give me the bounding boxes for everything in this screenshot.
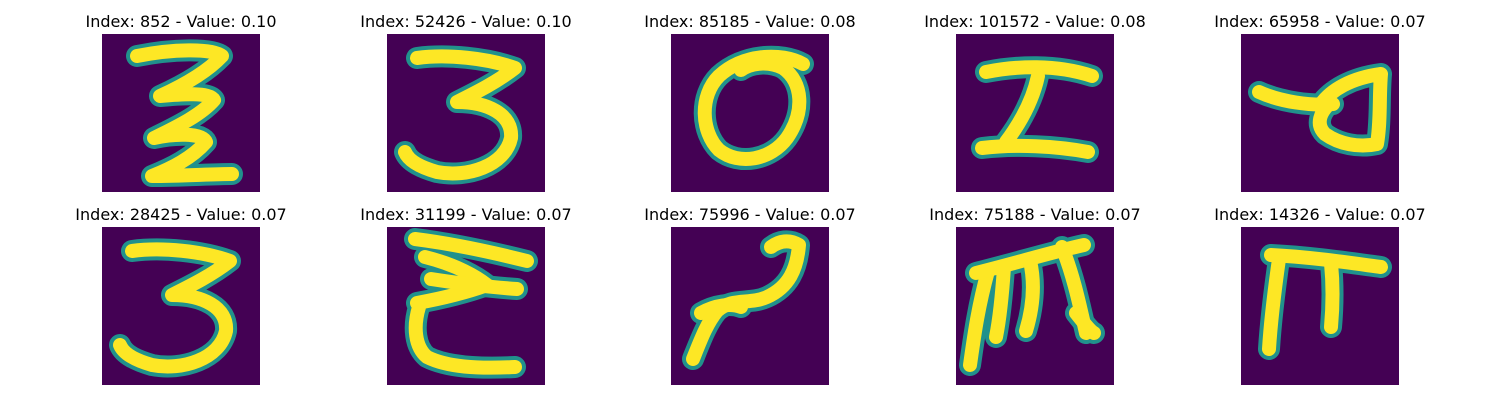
panel-title: Index: 28425 - Value: 0.07 — [75, 205, 287, 224]
glyph-stroke — [1069, 306, 1101, 340]
handwritten-glyph-image — [671, 34, 829, 192]
glyph-strokes — [109, 238, 241, 378]
image-panel: Index: 101572 - Value: 0.08 — [892, 12, 1178, 194]
glyph-stroke — [408, 232, 534, 268]
glyph-stroke — [989, 260, 1011, 344]
image-panel: Index: 65958 - Value: 0.07 — [1177, 12, 1463, 194]
glyph-strokes — [959, 234, 1105, 376]
handwritten-glyph-image — [956, 227, 1114, 385]
image-panel: Index: 85185 - Value: 0.08 — [607, 12, 893, 194]
panel-title: Index: 52426 - Value: 0.10 — [360, 12, 572, 31]
handwritten-glyph-image — [387, 227, 545, 385]
glyph-stroke — [398, 49, 522, 181]
handwritten-glyph-image — [387, 34, 545, 192]
panel-title: Index: 85185 - Value: 0.08 — [644, 12, 856, 31]
glyph-strokes — [971, 56, 1103, 163]
glyph-stroke — [113, 242, 237, 374]
glyph-strokes — [1248, 63, 1392, 157]
image-panel: Index: 852 - Value: 0.10 — [38, 12, 324, 194]
glyph-strokes — [404, 228, 538, 379]
handwritten-glyph-image — [102, 34, 260, 192]
glyph-stroke — [1019, 254, 1040, 338]
glyph-stroke — [697, 49, 810, 167]
glyph-stroke — [1324, 256, 1340, 334]
glyph-stroke — [694, 298, 748, 320]
image-panel: Index: 75188 - Value: 0.07 — [892, 205, 1178, 387]
panel-title: Index: 852 - Value: 0.10 — [85, 12, 277, 31]
panel-title: Index: 101572 - Value: 0.08 — [924, 12, 1146, 31]
glyph-stroke — [686, 234, 806, 366]
glyph-strokes — [126, 39, 243, 187]
glyph-stroke — [1262, 252, 1286, 356]
glyph-stroke — [130, 43, 239, 183]
panel-title: Index: 31199 - Value: 0.07 — [360, 205, 572, 224]
handwritten-glyph-image — [1241, 227, 1399, 385]
handwritten-glyph-image — [102, 227, 260, 385]
glyph-strokes — [682, 230, 810, 370]
panel-title: Index: 14326 - Value: 0.07 — [1214, 205, 1426, 224]
handwritten-glyph-image — [1241, 34, 1399, 192]
glyph-strokes — [693, 45, 814, 171]
glyph-strokes — [1258, 244, 1392, 360]
image-panel: Index: 31199 - Value: 0.07 — [323, 205, 609, 387]
glyph-stroke — [975, 138, 1095, 159]
image-panel: Index: 28425 - Value: 0.07 — [38, 205, 324, 387]
panel-title: Index: 75996 - Value: 0.07 — [644, 205, 856, 224]
glyph-stroke — [408, 300, 522, 375]
image-panel: Index: 75996 - Value: 0.07 — [607, 205, 893, 387]
glyph-strokes — [394, 45, 526, 185]
glyph-stroke — [424, 272, 524, 296]
handwritten-glyph-image — [671, 227, 829, 385]
glyph-stroke — [999, 69, 1045, 149]
handwritten-glyph-image — [956, 34, 1114, 192]
image-panel: Index: 14326 - Value: 0.07 — [1177, 205, 1463, 387]
glyph-stroke — [963, 264, 995, 372]
panel-title: Index: 75188 - Value: 0.07 — [929, 205, 1141, 224]
glyph-stroke — [1312, 67, 1388, 153]
image-panel: Index: 52426 - Value: 0.10 — [323, 12, 609, 194]
panel-title: Index: 65958 - Value: 0.07 — [1214, 12, 1426, 31]
glyph-stroke — [979, 60, 1099, 83]
